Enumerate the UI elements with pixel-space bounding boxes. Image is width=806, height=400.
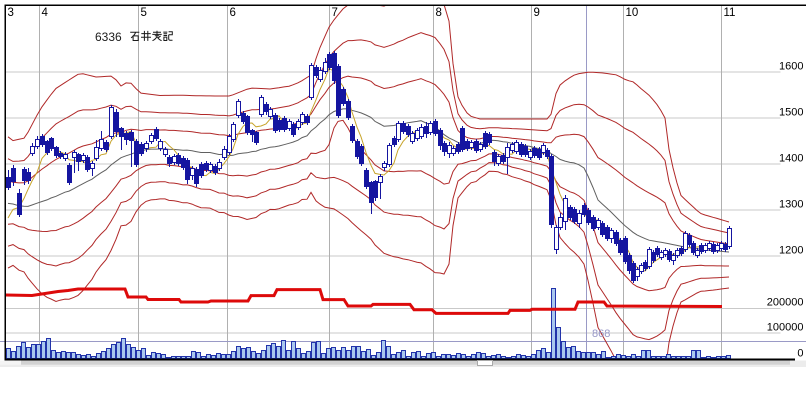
svg-text:100000: 100000	[767, 322, 804, 334]
svg-text:3: 3	[8, 7, 14, 19]
svg-text:1500: 1500	[779, 107, 803, 119]
svg-text:9: 9	[534, 7, 540, 19]
svg-text:0: 0	[797, 348, 803, 360]
svg-text:1600: 1600	[779, 61, 803, 73]
svg-text:1200: 1200	[779, 245, 803, 257]
svg-text:10: 10	[626, 7, 639, 19]
svg-text:1300: 1300	[779, 199, 803, 211]
svg-text:6: 6	[230, 7, 236, 19]
svg-text:6336: 6336	[95, 30, 122, 44]
svg-text:5: 5	[141, 7, 147, 19]
svg-text:8: 8	[436, 7, 442, 19]
svg-text:4: 4	[42, 7, 49, 19]
svg-text:7: 7	[332, 7, 338, 19]
svg-text:200000: 200000	[767, 297, 804, 309]
svg-text:11: 11	[724, 7, 736, 19]
svg-text:868: 868	[592, 328, 610, 340]
svg-text:1400: 1400	[779, 153, 803, 165]
